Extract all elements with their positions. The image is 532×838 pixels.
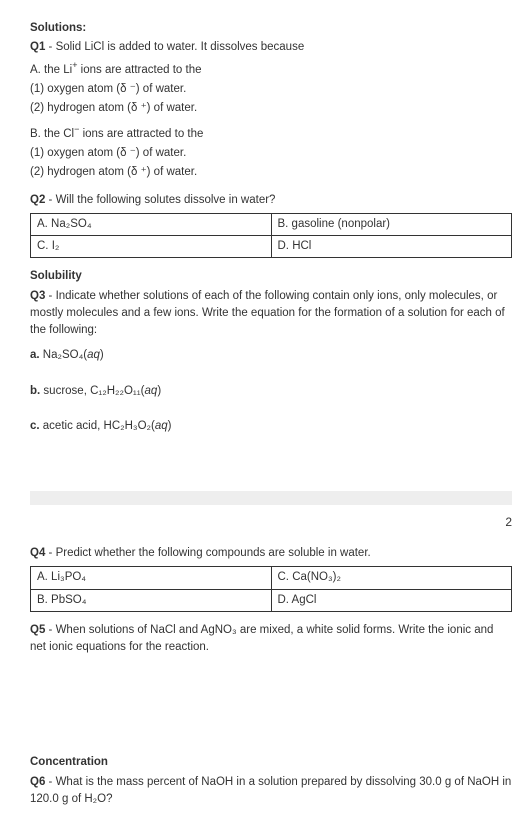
q2-opt-a: A. Na₂SO₄	[31, 213, 272, 235]
q4-label: Q4	[30, 547, 45, 559]
q2-opt-d: D. HCl	[271, 236, 512, 258]
q3-label: Q3	[30, 290, 45, 302]
q3-a-text: Na₂SO₄(	[40, 349, 88, 361]
q3-b-aq: aq	[145, 385, 158, 397]
q2-block: Q2 - Will the following solutes dissolve…	[30, 192, 512, 259]
q1-b1: (1) oxygen atom (δ ⁻) of water.	[30, 145, 512, 162]
q4-opt-a: A. Li₃PO₄	[31, 567, 272, 589]
spacer	[30, 706, 512, 746]
q6-label: Q6	[30, 776, 45, 788]
spacer	[30, 666, 512, 706]
q2-label: Q2	[30, 194, 45, 206]
q2-stem-line: Q2 - Will the following solutes dissolve…	[30, 192, 512, 209]
q4-stem-line: Q4 - Predict whether the following compo…	[30, 545, 512, 562]
q3-a: a. Na₂SO₄(aq)	[30, 347, 512, 364]
table-row: A. Li₃PO₄ C. Ca(NO₃)₂	[31, 567, 512, 589]
q4-opt-b: B. PbSO₄	[31, 589, 272, 611]
q3-b-label: b.	[30, 385, 40, 397]
q1-block: Q1 - Solid LiCl is added to water. It di…	[30, 39, 512, 181]
q2-opt-b: B. gasoline (nonpolar)	[271, 213, 512, 235]
q6-stem: - What is the mass percent of NaOH in a …	[30, 776, 511, 805]
table-row: B. PbSO₄ D. AgCl	[31, 589, 512, 611]
q3-stem-line: Q3 - Indicate whether solutions of each …	[30, 288, 512, 340]
table-row: C. I₂ D. HCl	[31, 236, 512, 258]
q3-c-aq: aq	[155, 420, 168, 432]
q3-c: c. acetic acid, HC₂H₃O₂(aq)	[30, 418, 512, 435]
table-row: A. Na₂SO₄ B. gasoline (nonpolar)	[31, 213, 512, 235]
q1-b-post: ions are attracted to the	[79, 128, 203, 140]
q3-a-close: )	[100, 349, 104, 361]
q5-label: Q5	[30, 624, 45, 636]
q3-a-label: a.	[30, 349, 40, 361]
q5-block: Q5 - When solutions of NaCl and AgNO₃ ar…	[30, 622, 512, 657]
q1-stem: - Solid LiCl is added to water. It disso…	[45, 41, 304, 53]
q6-stem-line: Q6 - What is the mass percent of NaOH in…	[30, 774, 512, 809]
q3-c-label: c.	[30, 420, 40, 432]
q1-label: Q1	[30, 41, 45, 53]
q4-stem: - Predict whether the following compound…	[45, 547, 370, 559]
q2-table: A. Na₂SO₄ B. gasoline (nonpolar) C. I₂ D…	[30, 213, 512, 259]
q1-b-stem: B. the Cl− ions are attracted to the	[30, 123, 512, 143]
page-divider	[30, 491, 512, 505]
q1-a2: (2) hydrogen atom (δ ⁺) of water.	[30, 100, 512, 117]
q4-opt-c: C. Ca(NO₃)₂	[271, 567, 512, 589]
q5-stem-line: Q5 - When solutions of NaCl and AgNO₃ ar…	[30, 622, 512, 657]
q3-b-text: sucrose, C₁₂H₂₂O₁₁(	[40, 385, 144, 397]
q1-stem-line: Q1 - Solid LiCl is added to water. It di…	[30, 39, 512, 56]
spacer	[30, 445, 512, 485]
q3-stem: - Indicate whether solutions of each of …	[30, 290, 505, 337]
solubility-heading: Solubility	[30, 268, 512, 285]
q1-a-post: ions are attracted to the	[77, 63, 201, 75]
q2-stem: - Will the following solutes dissolve in…	[45, 194, 275, 206]
q3-b-close: )	[157, 385, 161, 397]
q4-block: Q4 - Predict whether the following compo…	[30, 545, 512, 612]
q5-stem: - When solutions of NaCl and AgNO₃ are m…	[30, 624, 493, 653]
q4-table: A. Li₃PO₄ C. Ca(NO₃)₂ B. PbSO₄ D. AgCl	[30, 566, 512, 612]
spacer	[30, 365, 512, 383]
q3-c-text: acetic acid, HC₂H₃O₂(	[40, 420, 155, 432]
q1-a-stem: A. the Li+ ions are attracted to the	[30, 59, 512, 79]
q3-b: b. sucrose, C₁₂H₂₂O₁₁(aq)	[30, 383, 512, 400]
q2-opt-c: C. I₂	[31, 236, 272, 258]
solutions-heading: Solutions:	[30, 20, 512, 37]
q3-block: Q3 - Indicate whether solutions of each …	[30, 288, 512, 436]
q6-block: Q6 - What is the mass percent of NaOH in…	[30, 774, 512, 809]
q1-a-pre: A. the Li	[30, 63, 72, 75]
q4-opt-d: D. AgCl	[271, 589, 512, 611]
concentration-heading: Concentration	[30, 754, 512, 771]
page-number: 2	[30, 513, 512, 531]
q3-c-close: )	[168, 420, 172, 432]
spacer	[30, 400, 512, 418]
q1-a1: (1) oxygen atom (δ ⁻) of water.	[30, 81, 512, 98]
document-page: Solutions: Q1 - Solid LiCl is added to w…	[0, 0, 532, 838]
q1-b-pre: B. the Cl	[30, 128, 74, 140]
q3-a-aq: aq	[87, 349, 100, 361]
q1-b2: (2) hydrogen atom (δ ⁺) of water.	[30, 164, 512, 181]
